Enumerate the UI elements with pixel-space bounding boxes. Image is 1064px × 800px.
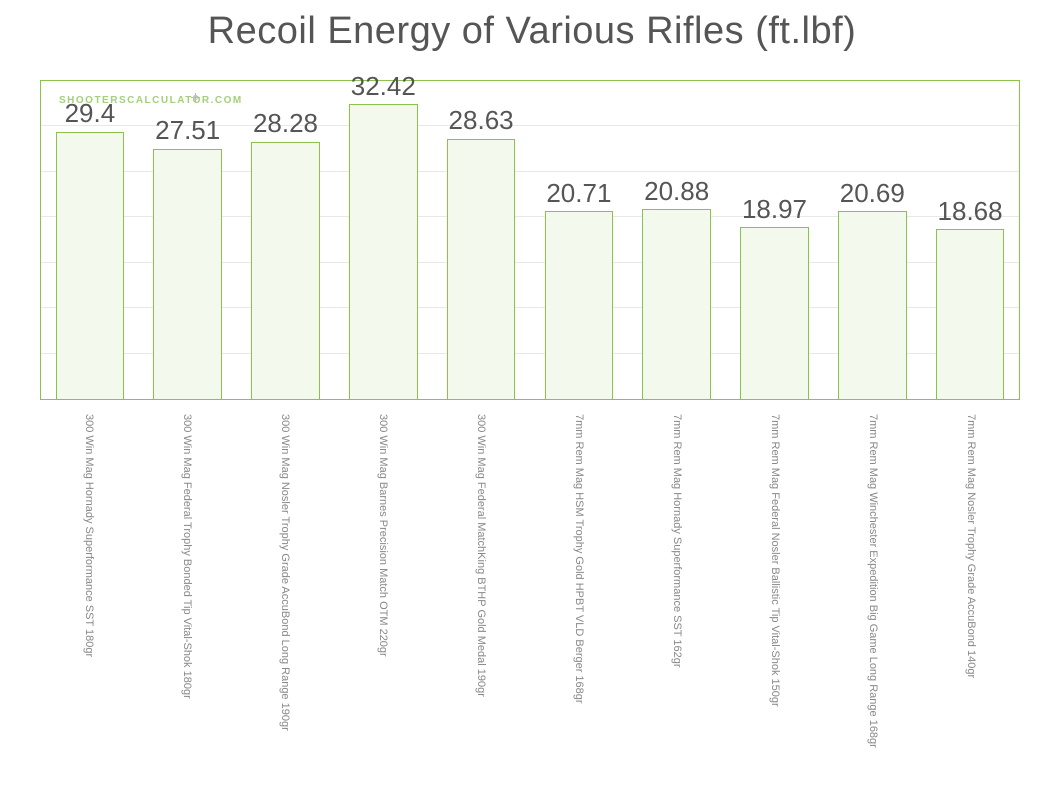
bar-value-label: 20.88 xyxy=(628,176,726,207)
bar-slot: 20.69 xyxy=(823,81,921,399)
x-axis-label: 300 Win Mag Nosler Trophy Grade AccuBond… xyxy=(279,414,291,731)
x-axis-label: 7mm Rem Mag Nosler Trophy Grade AccuBond… xyxy=(965,414,977,678)
bar-value-label: 20.69 xyxy=(823,178,921,209)
chart-container: Recoil Energy of Various Rifles (ft.lbf)… xyxy=(0,0,1064,800)
x-axis-label: 300 Win Mag Barnes Precision Match OTM 2… xyxy=(377,414,389,657)
bar-slot: 20.71 xyxy=(530,81,628,399)
x-axis-label: 300 Win Mag Federal Trophy Bonded Tip Vi… xyxy=(181,414,193,699)
x-label-slot: 300 Win Mag Federal MatchKing BTHP Gold … xyxy=(432,400,530,800)
bar-slot: 27.51 xyxy=(139,81,237,399)
bar-slot: 32.42 xyxy=(334,81,432,399)
bar-slot: 28.28 xyxy=(237,81,335,399)
bar-slot: 29.4 xyxy=(41,81,139,399)
bar-value-label: 32.42 xyxy=(334,71,432,102)
bar-slot: 28.63 xyxy=(432,81,530,399)
x-label-slot: 300 Win Mag Barnes Precision Match OTM 2… xyxy=(334,400,432,800)
bars-group: 29.427.5128.2832.4228.63 20.7120.8818.972… xyxy=(41,81,1019,399)
bar-slot: 20.88 xyxy=(628,81,726,399)
chart-title: Recoil Energy of Various Rifles (ft.lbf) xyxy=(0,0,1064,61)
x-axis-label: 300 Win Mag Federal MatchKing BTHP Gold … xyxy=(475,414,487,697)
bar-value-label: 20.71 xyxy=(530,178,628,209)
plot-area: SHOOTERSCALCULATOR.COM 29.427.5128.2832.… xyxy=(40,80,1020,400)
bar-value-label: 28.63 xyxy=(432,105,530,136)
bar-value-label: 27.51 xyxy=(139,115,237,146)
x-label-slot: 7mm Rem Mag Winchester Expedition Big Ga… xyxy=(824,400,922,800)
x-label-slot: 300 Win Mag Nosler Trophy Grade AccuBond… xyxy=(236,400,334,800)
x-label-slot: 7mm Rem Mag Federal Nosler Ballistic Tip… xyxy=(726,400,824,800)
x-axis-label: 7mm Rem Mag Winchester Expedition Big Ga… xyxy=(867,414,879,748)
x-axis-label: 7mm Rem Mag HSM Trophy Gold HPBT VLD Ber… xyxy=(573,414,585,704)
bar xyxy=(642,209,710,399)
bar xyxy=(153,149,221,399)
bar-value-label: 28.28 xyxy=(237,108,335,139)
x-axis-labels: 300 Win Mag Hornady Superformance SST 18… xyxy=(40,400,1020,800)
bar-value-label: 29.4 xyxy=(41,98,139,129)
x-axis-label: 7mm Rem Mag Hornady Superformance SST 16… xyxy=(671,414,683,668)
bar xyxy=(56,132,124,399)
bar xyxy=(936,229,1004,399)
x-label-slot: 300 Win Mag Hornady Superformance SST 18… xyxy=(40,400,138,800)
bar xyxy=(349,104,417,399)
x-label-slot: 7mm Rem Mag Nosler Trophy Grade AccuBond… xyxy=(922,400,1020,800)
bar xyxy=(545,211,613,399)
x-label-slot: 7mm Rem Mag HSM Trophy Gold HPBT VLD Ber… xyxy=(530,400,628,800)
bar xyxy=(740,227,808,399)
x-axis-label: 7mm Rem Mag Federal Nosler Ballistic Tip… xyxy=(769,414,781,707)
bar-slot: 18.68 xyxy=(921,81,1019,399)
x-label-slot: 7mm Rem Mag Hornady Superformance SST 16… xyxy=(628,400,726,800)
bar-value-label: 18.68 xyxy=(921,196,1019,227)
bar xyxy=(251,142,319,399)
bar xyxy=(838,211,906,399)
bar-value-label: 18.97 xyxy=(726,194,824,225)
bar-slot: 18.97 xyxy=(726,81,824,399)
x-axis-label: 300 Win Mag Hornady Superformance SST 18… xyxy=(83,414,95,657)
bar xyxy=(447,139,515,399)
x-label-slot: 300 Win Mag Federal Trophy Bonded Tip Vi… xyxy=(138,400,236,800)
